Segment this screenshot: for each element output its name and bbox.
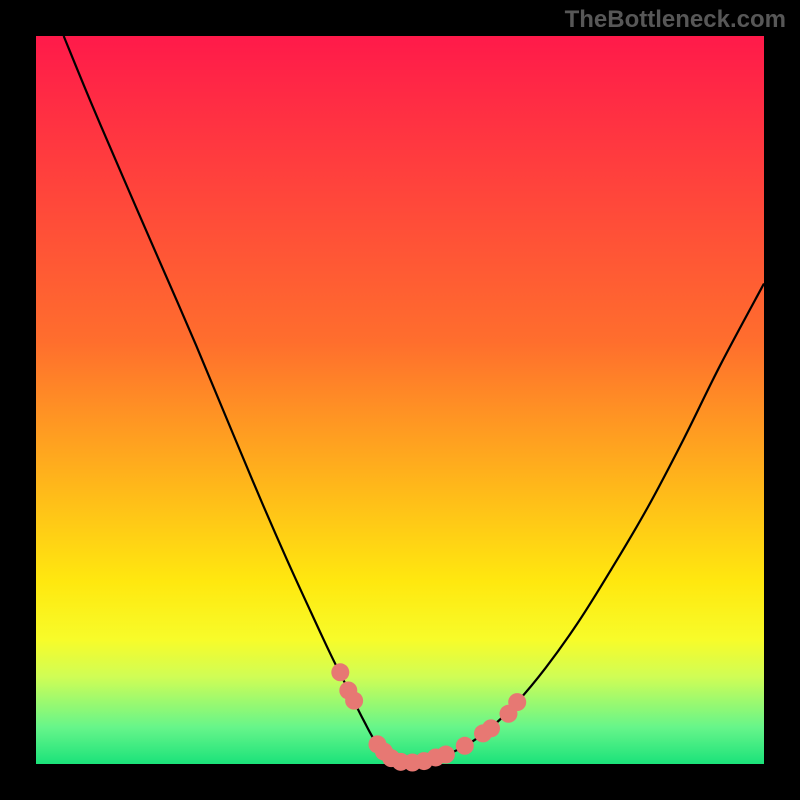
marker-dot (331, 663, 349, 681)
watermark-text: TheBottleneck.com (565, 6, 786, 34)
marker-dot (437, 746, 455, 764)
curve-left (64, 36, 403, 763)
chart-container: TheBottleneck.com (0, 0, 800, 800)
chart-svg (0, 0, 800, 800)
marker-dot (456, 737, 474, 755)
curve-right (402, 284, 764, 764)
marker-dot (345, 692, 363, 710)
marker-dot (482, 719, 500, 737)
marker-dot (508, 693, 526, 711)
marker-group (331, 663, 526, 771)
